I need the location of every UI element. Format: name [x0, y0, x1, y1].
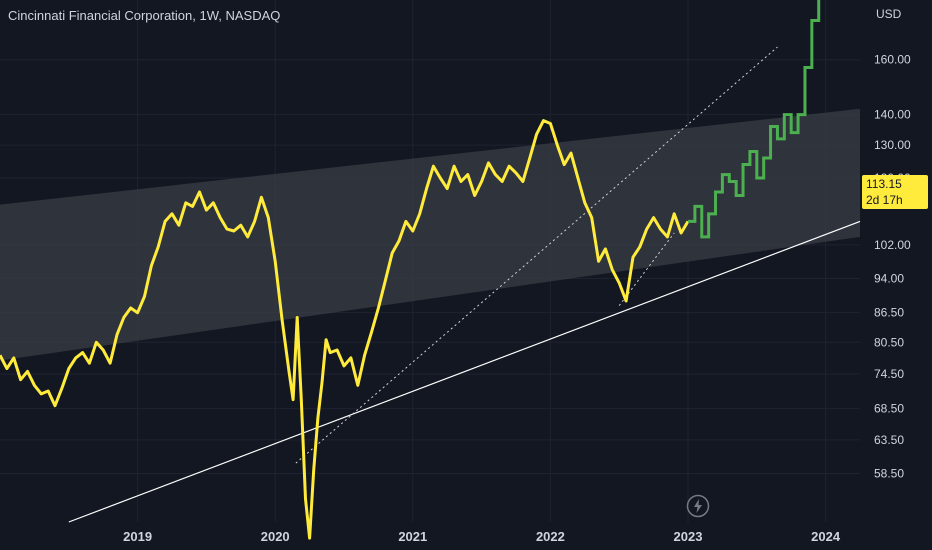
y-tick-label: 86.50	[874, 306, 904, 320]
price-series	[0, 0, 821, 540]
x-tick-label: 2024	[811, 529, 841, 544]
flash-icon[interactable]	[686, 494, 710, 518]
y-tick-label: 63.50	[874, 433, 904, 447]
bar-countdown: 2d 17h	[866, 193, 903, 207]
x-tick-label: 2021	[398, 529, 427, 544]
y-tick-label: 140.00	[874, 108, 911, 122]
x-tick-label: 2023	[674, 529, 703, 544]
projection-line	[688, 0, 821, 239]
y-tick-label: 80.50	[874, 335, 904, 349]
currency-label[interactable]: USD	[876, 7, 902, 21]
x-tick-label: 2019	[123, 529, 152, 544]
time-axis[interactable]: 2019 2020 2021 2022 2023 2024	[123, 529, 841, 544]
y-tick-label: 94.00	[874, 271, 904, 285]
support-trendline	[68, 220, 861, 523]
y-tick-label: 74.50	[874, 367, 904, 381]
x-tick-label: 2020	[261, 529, 290, 544]
last-price-badge: 113.15 2d 17h	[862, 175, 928, 209]
price-line	[0, 119, 690, 540]
y-tick-label: 130.00	[874, 138, 911, 152]
y-tick-label: 160.00	[874, 53, 911, 67]
dotted-trendline	[295, 46, 778, 464]
chart-title: Cincinnati Financial Corporation, 1W, NA…	[8, 8, 281, 23]
price-channel	[0, 108, 860, 361]
x-tick-label: 2022	[536, 529, 565, 544]
last-price: 113.15	[866, 177, 902, 191]
y-tick-label: 58.50	[874, 467, 904, 481]
y-tick-label: 102.00	[874, 238, 911, 252]
channel-band	[0, 108, 860, 361]
y-tick-label: 68.50	[874, 402, 904, 416]
